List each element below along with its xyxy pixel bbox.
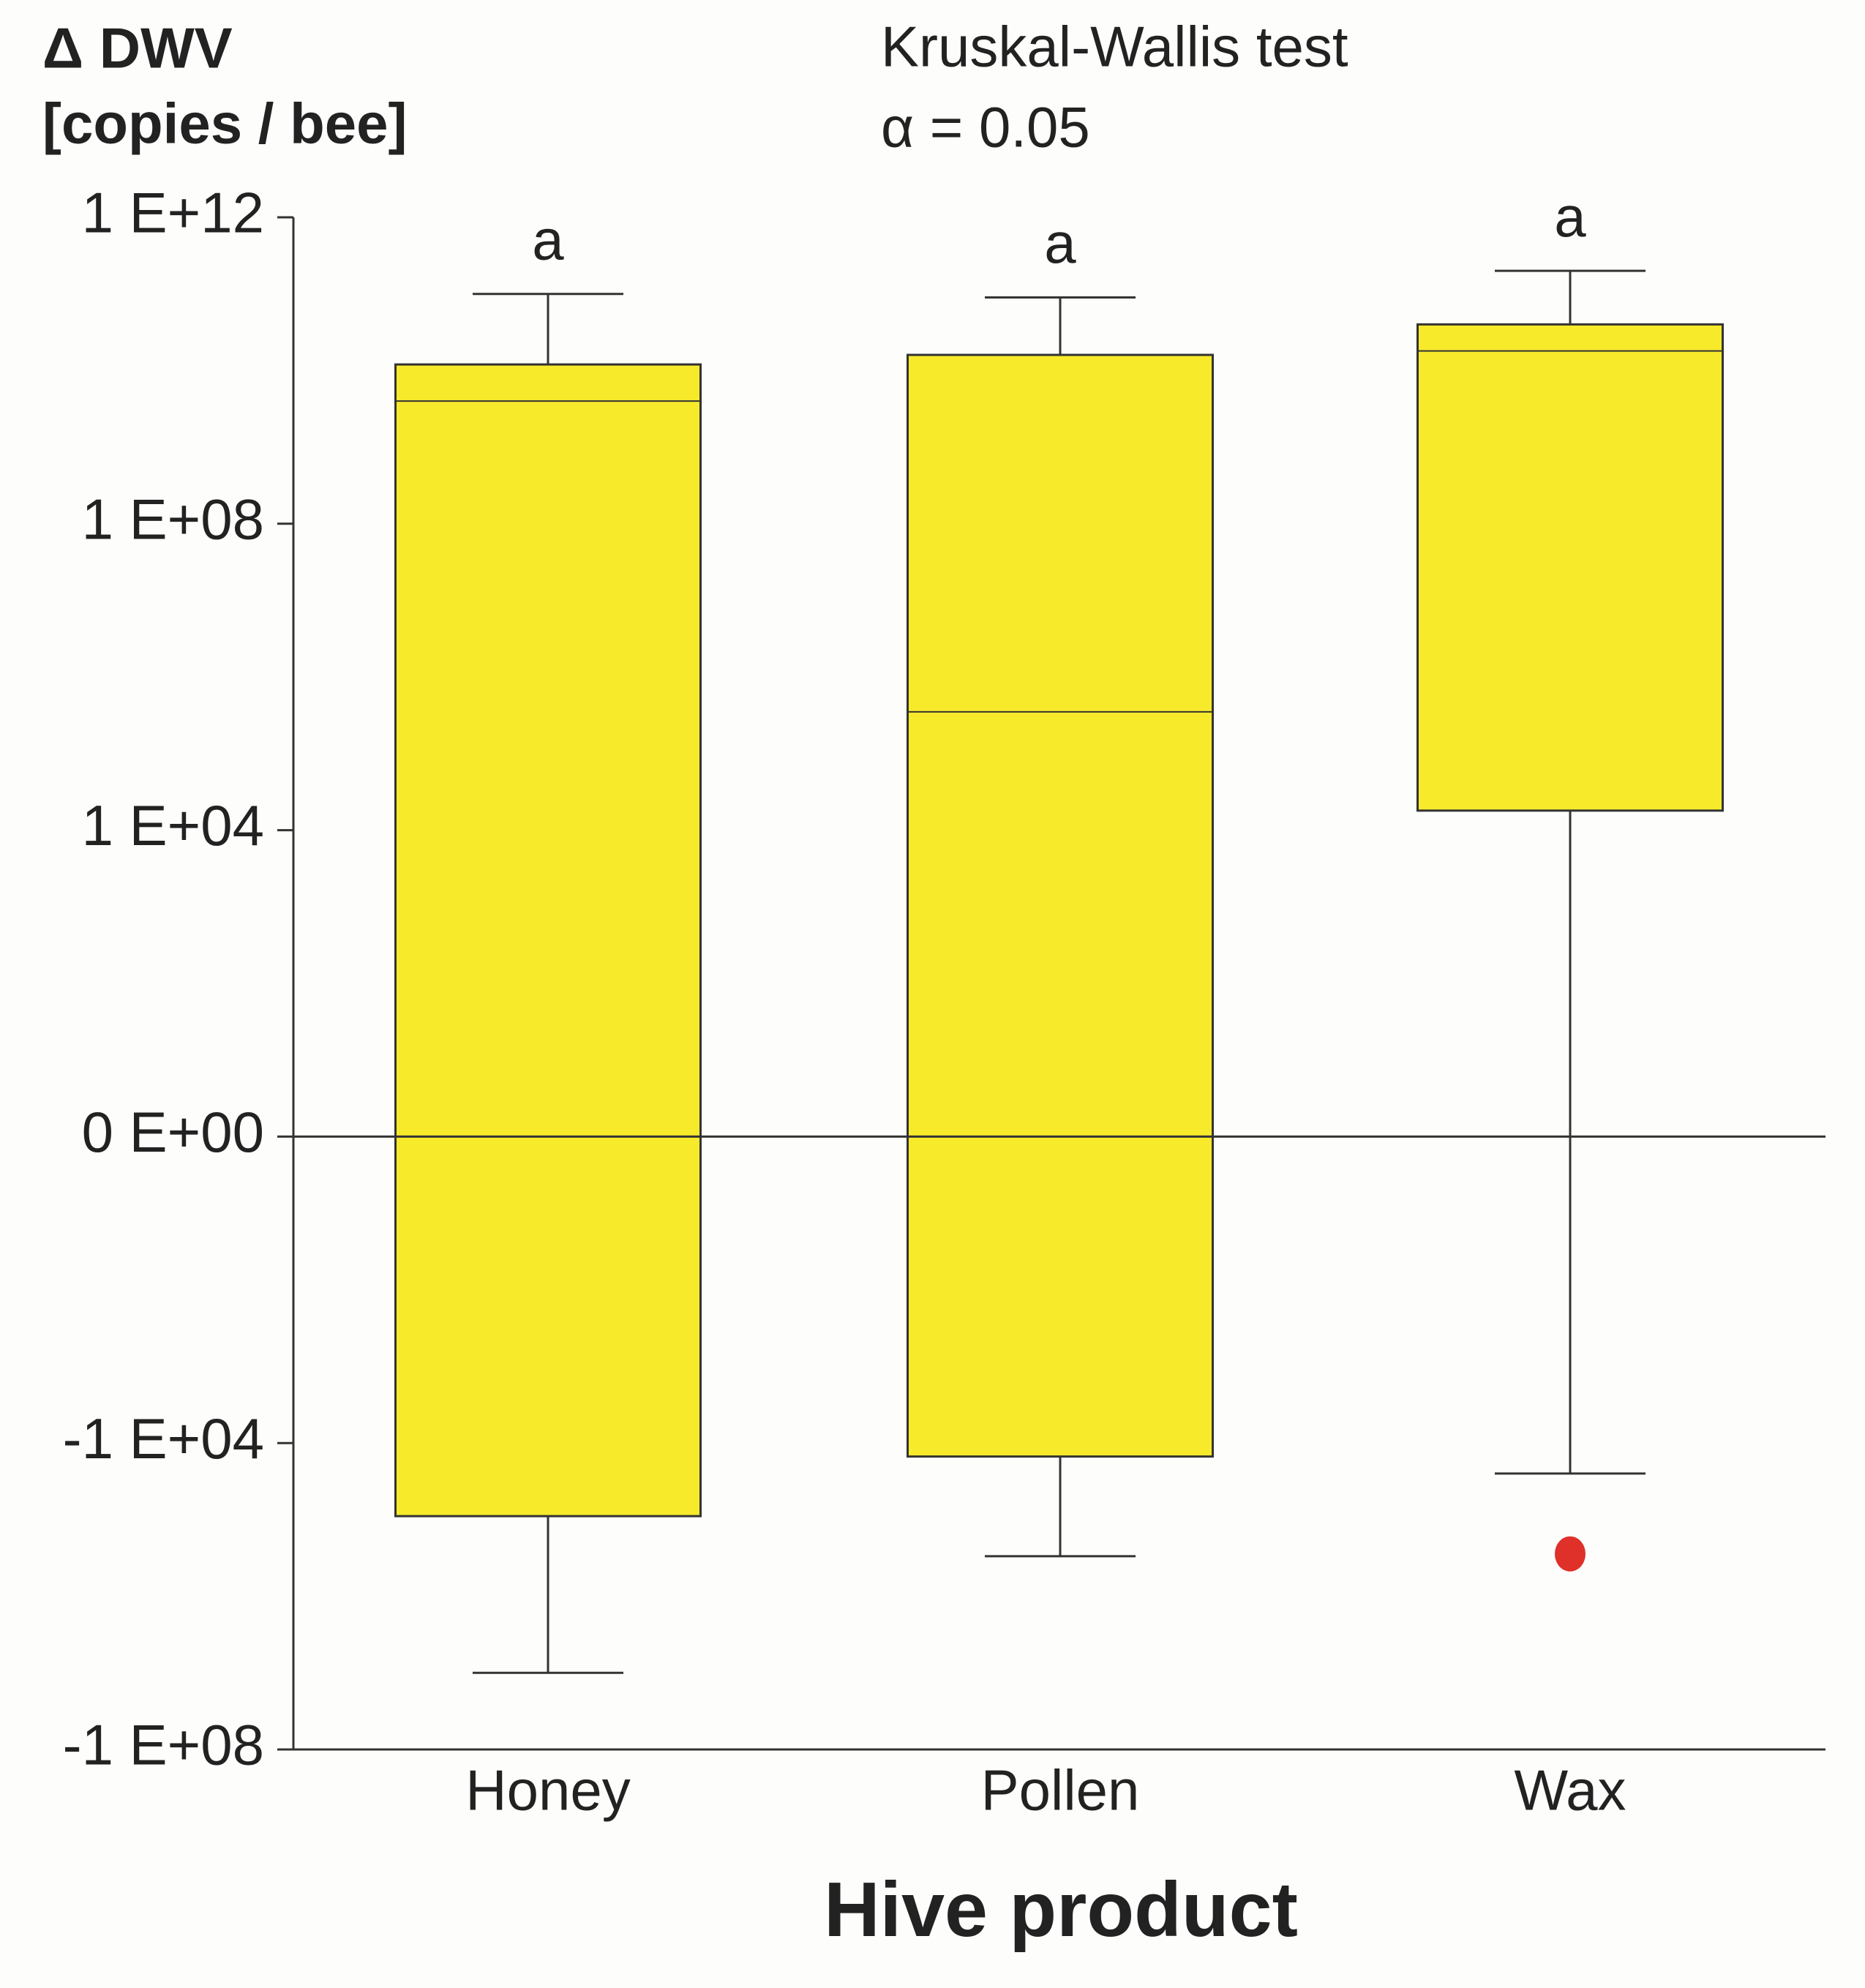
- x-tick-label: Pollen: [981, 1758, 1140, 1823]
- x-tick-label: Wax: [1514, 1758, 1626, 1823]
- annotation: Kruskal-Wallis test: [881, 15, 1348, 79]
- group-letter: a: [1554, 184, 1586, 249]
- y-tick-label: 1 E+08: [82, 487, 264, 551]
- y-tick-label: 1 E+04: [82, 793, 264, 858]
- y-label: Δ DWV: [42, 16, 233, 80]
- y-label: [copies / bee]: [42, 91, 407, 156]
- box: [907, 353, 1214, 1458]
- y-tick-label: -1 E+08: [63, 1713, 264, 1777]
- box: [1416, 323, 1724, 812]
- annotation: α = 0.05: [881, 95, 1090, 160]
- group-letter: a: [532, 207, 564, 271]
- box: [394, 363, 702, 1518]
- x-label: Hive product: [824, 1867, 1298, 1953]
- group-letter: a: [1044, 211, 1076, 275]
- outlier: [1555, 1536, 1586, 1572]
- y-tick-label: 1 E+12: [82, 181, 264, 245]
- x-tick-label: Honey: [465, 1758, 630, 1823]
- y-tick-label: -1 E+04: [63, 1406, 264, 1471]
- y-tick-label: 0 E+00: [82, 1100, 264, 1164]
